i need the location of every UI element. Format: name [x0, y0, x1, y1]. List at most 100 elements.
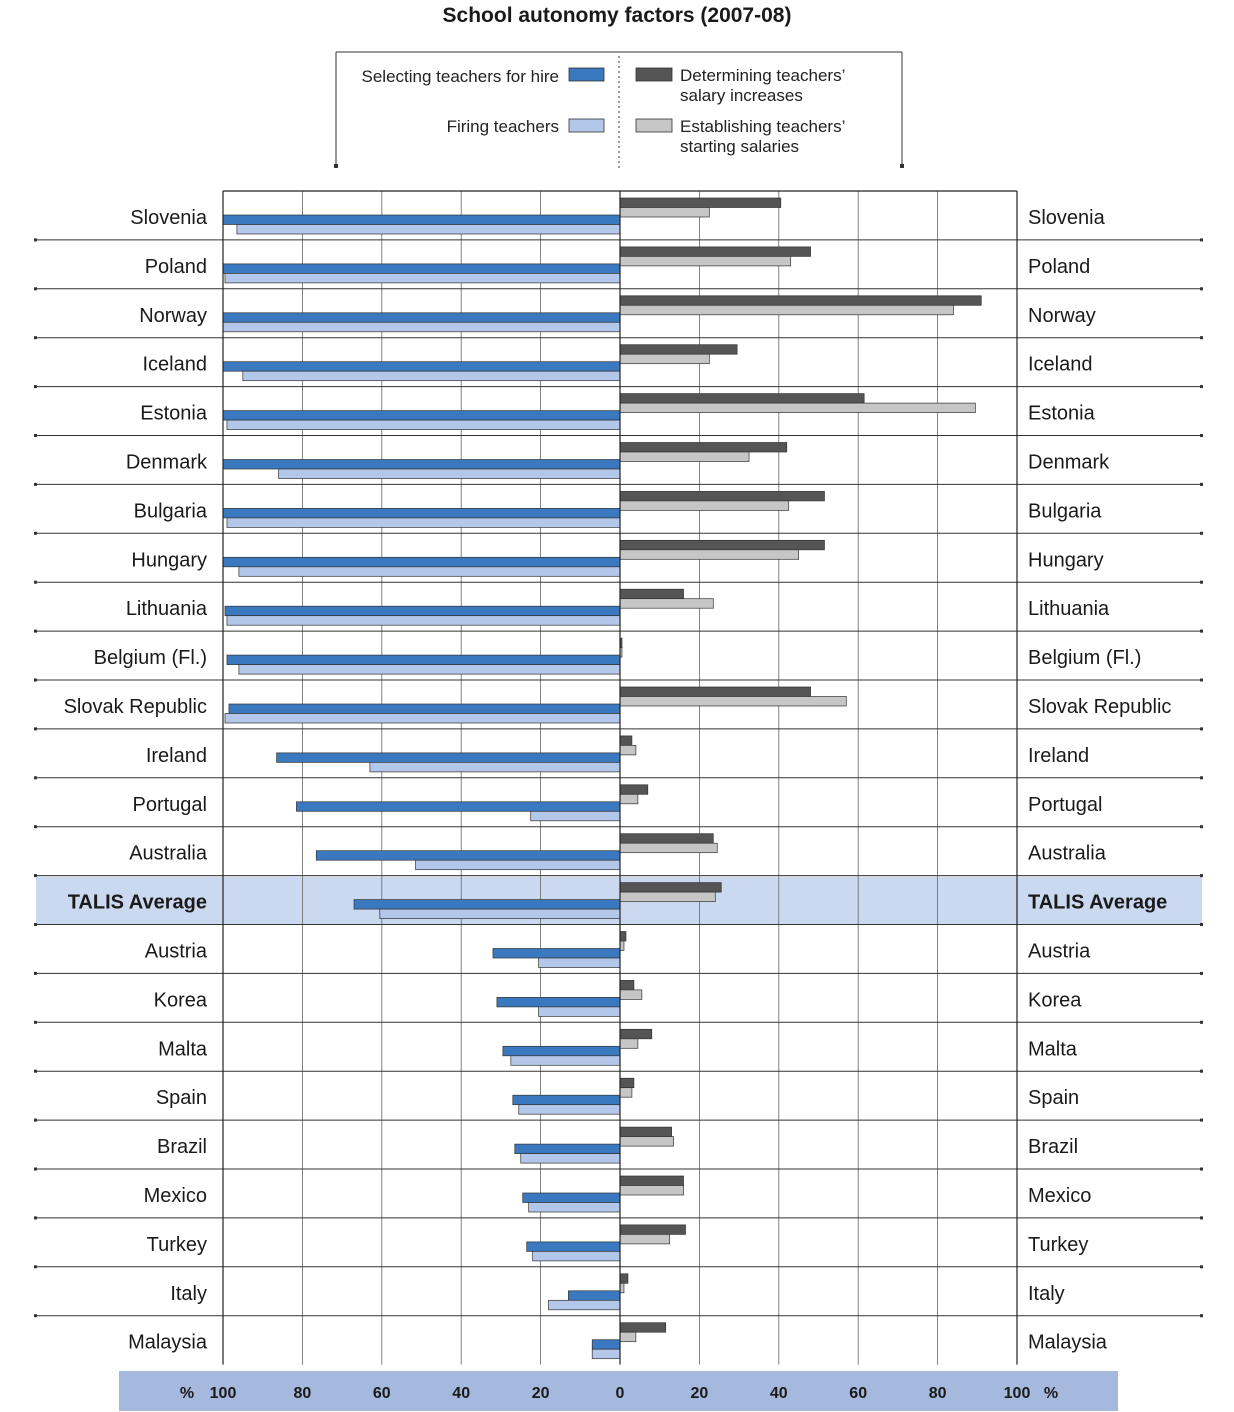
row-separator-tick: [34, 482, 37, 486]
bar-malaysia-establishing-teachers-starting-salaries: [619, 1331, 637, 1343]
legend-label-selecting: Selecting teachers for hire: [362, 67, 560, 86]
row-separator-tick: [34, 1069, 37, 1073]
bar-portugal-firing-teachers: [530, 810, 621, 822]
bar-turkey-selecting-teachers-for-hire: [526, 1241, 621, 1252]
bar-slovenia-selecting-teachers-for-hire: [222, 214, 621, 225]
bar-slovenia-firing-teachers: [236, 224, 621, 235]
row-separator-tick: [1200, 776, 1203, 780]
bar-norway-establishing-teachers-starting-salaries: [619, 304, 954, 316]
bar-iceland-establishing-teachers-starting-salaries: [619, 353, 710, 365]
x-tick-label: 0: [616, 1385, 625, 1402]
country-label-right: Turkey: [1028, 1234, 1088, 1256]
bar-turkey-determining-teachers-salary-increases: [619, 1224, 686, 1235]
country-label-left: Malta: [158, 1038, 208, 1060]
legend-line-1: Determining teachers’: [680, 66, 845, 85]
bar-lithuania-determining-teachers-salary-increases: [619, 588, 684, 600]
row-separator-tick: [1200, 580, 1203, 584]
x-axis: 100 80 60 40 20 0 20 40 60 80 100%%: [119, 1371, 1118, 1411]
bar-italy-firing-teachers: [548, 1299, 621, 1311]
country-label-left: TALIS Average: [68, 892, 207, 914]
country-label-left: Portugal: [133, 794, 208, 816]
bar-hungary-determining-teachers-salary-increases: [619, 539, 825, 551]
bar-denmark-selecting-teachers-for-hire: [222, 459, 621, 470]
country-label-right: Austria: [1028, 941, 1091, 963]
row-separator-tick: [34, 385, 37, 389]
country-label-right: Spain: [1028, 1087, 1079, 1109]
x-tick-label: 100: [210, 1385, 237, 1402]
country-label-left: Norway: [139, 305, 207, 327]
row-separator-tick: [34, 531, 37, 535]
country-label-left: Ireland: [146, 745, 207, 767]
row-separator-tick: [1200, 238, 1203, 242]
row-separator-tick: [34, 1020, 37, 1024]
bar-slovak-republic-establishing-teachers-starting-salaries: [619, 696, 847, 707]
row-separator-tick: [1200, 1069, 1203, 1073]
bar-turkey-firing-teachers: [532, 1251, 621, 1262]
bar-slovak-republic-firing-teachers: [224, 713, 621, 724]
bar-portugal-selecting-teachers-for-hire: [296, 801, 621, 812]
legend-swatch-salary-increases: [635, 67, 673, 82]
bar-malaysia-selecting-teachers-for-hire: [591, 1339, 621, 1350]
row-separator-tick: [1200, 336, 1203, 340]
legend-swatch-firing: [568, 118, 605, 133]
bar-mexico-firing-teachers: [528, 1202, 621, 1213]
bar-poland-firing-teachers: [224, 273, 621, 284]
row-separator-tick: [34, 1265, 37, 1269]
bar-australia-firing-teachers: [415, 859, 621, 871]
bar-talis-average-establishing-teachers-starting-salaries: [619, 891, 716, 902]
bar-slovenia-establishing-teachers-starting-salaries: [619, 207, 710, 218]
bar-ireland-firing-teachers: [369, 762, 621, 773]
x-tick-label: 40: [452, 1385, 470, 1402]
row-separator-tick: [1200, 385, 1203, 389]
x-unit-label-left: %: [180, 1385, 194, 1402]
plot-frame: [222, 190, 1018, 1365]
bar-belgium-fl-selecting-teachers-for-hire: [226, 654, 621, 665]
bar-brazil-establishing-teachers-starting-salaries: [619, 1136, 674, 1147]
legend-line-1: Establishing teachers’: [680, 117, 845, 136]
bar-estonia-establishing-teachers-starting-salaries: [619, 402, 976, 413]
bar-poland-determining-teachers-salary-increases: [619, 246, 811, 257]
country-label-right: Belgium (Fl.): [1028, 647, 1141, 669]
legend-right-corner: [900, 164, 904, 168]
country-label-right: Hungary: [1028, 549, 1104, 571]
bar-malta-establishing-teachers-starting-salaries: [619, 1038, 639, 1049]
country-label-right: Norway: [1028, 305, 1096, 327]
country-label-right: TALIS Average: [1028, 892, 1167, 914]
row-separator-tick: [34, 1314, 37, 1318]
row-separator-tick: [34, 776, 37, 780]
row-separator-tick: [34, 923, 37, 926]
bar-australia-determining-teachers-salary-increases: [619, 833, 714, 844]
gridlines: [34, 191, 1203, 1365]
bar-iceland-firing-teachers: [242, 370, 621, 382]
bar-ireland-selecting-teachers-for-hire: [276, 752, 621, 763]
row-separator-tick: [34, 238, 37, 242]
bar-slovenia-determining-teachers-salary-increases: [619, 197, 782, 208]
legend-line-2: starting salaries: [680, 137, 799, 156]
country-label-right: Malaysia: [1028, 1332, 1108, 1354]
row-separator-tick: [1200, 287, 1203, 291]
row-separator-tick: [34, 629, 37, 633]
bar-slovak-republic-determining-teachers-salary-increases: [619, 686, 811, 697]
row-separator-tick: [34, 434, 37, 437]
bar-malta-firing-teachers: [510, 1055, 621, 1066]
country-label-right: Mexico: [1028, 1185, 1091, 1207]
bar-malaysia-firing-teachers: [591, 1348, 621, 1360]
country-label-left: Belgium (Fl.): [94, 647, 207, 669]
x-tick-label: 80: [294, 1385, 312, 1402]
bar-norway-determining-teachers-salary-increases: [619, 295, 982, 306]
bar-italy-selecting-teachers-for-hire: [568, 1290, 621, 1301]
row-separator-tick: [34, 287, 37, 291]
bar-hungary-firing-teachers: [238, 566, 621, 577]
bar-mexico-establishing-teachers-starting-salaries: [619, 1185, 684, 1196]
row-separator-tick: [34, 825, 37, 829]
row-separator-tick: [1200, 825, 1203, 829]
bar-estonia-determining-teachers-salary-increases: [619, 393, 865, 404]
bar-brazil-determining-teachers-salary-increases: [619, 1126, 672, 1137]
bar-korea-selecting-teachers-for-hire: [496, 997, 621, 1008]
bar-estonia-selecting-teachers-for-hire: [222, 410, 621, 421]
row-separator-tick: [1200, 1118, 1203, 1122]
bar-mexico-selecting-teachers-for-hire: [522, 1192, 621, 1203]
bar-malta-determining-teachers-salary-increases: [619, 1028, 653, 1040]
x-tick-label: 100: [1004, 1385, 1031, 1402]
row-separator-tick: [1200, 531, 1203, 535]
